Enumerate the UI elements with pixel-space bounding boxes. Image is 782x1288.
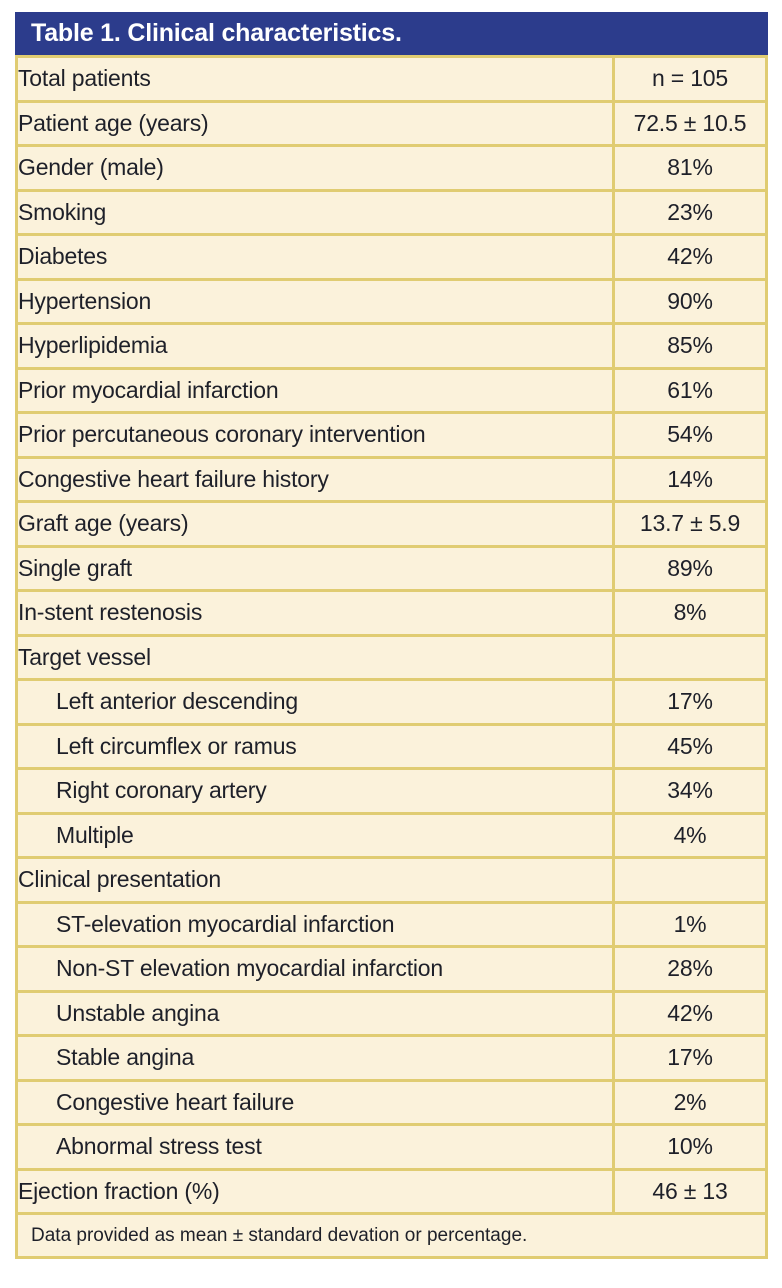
row-label: Congestive heart failure (15, 1078, 615, 1126)
table-row: Graft age (years) 13.7 ± 5.9 (15, 500, 768, 548)
table-row: Stable angina 17% (15, 1034, 768, 1082)
row-label: Right coronary artery (15, 767, 615, 815)
row-label: Diabetes (15, 233, 615, 281)
table-row: Multiple 4% (15, 811, 768, 859)
row-value: 28% (612, 945, 768, 993)
table-row: Hypertension 90% (15, 277, 768, 325)
clinical-characteristics-table: Table 1. Clinical characteristics. Total… (15, 12, 768, 1259)
table-footnote-row: Data provided as mean ± standard devatio… (15, 1212, 768, 1259)
row-label: Multiple (15, 811, 615, 859)
table-title-bar: Table 1. Clinical characteristics. (15, 12, 768, 55)
row-label: Unstable angina (15, 989, 615, 1037)
row-label: Graft age (years) (15, 500, 615, 548)
row-value: 10% (612, 1123, 768, 1171)
table-row: Non-ST elevation myocardial infarction 28… (15, 945, 768, 993)
row-label: Left circumflex or ramus (15, 722, 615, 770)
row-value: 34% (612, 767, 768, 815)
row-value: 1% (612, 900, 768, 948)
row-label: Clinical presentation (15, 856, 615, 904)
row-value: 85% (612, 322, 768, 370)
row-label: Congestive heart failure history (15, 455, 615, 503)
row-label: Hypertension (15, 277, 615, 325)
row-value: 8% (612, 589, 768, 637)
table-row: Abnormal stress test 10% (15, 1123, 768, 1171)
row-value (612, 856, 768, 904)
row-value: 42% (612, 989, 768, 1037)
row-label: Abnormal stress test (15, 1123, 615, 1171)
table-row: Single graft 89% (15, 544, 768, 592)
table-row: Prior percutaneous coronary intervention… (15, 411, 768, 459)
row-label: Total patients (15, 55, 615, 103)
row-value: 17% (612, 1034, 768, 1082)
row-label: Smoking (15, 188, 615, 236)
table-row: Left circumflex or ramus 45% (15, 722, 768, 770)
table-row: Gender (male) 81% (15, 144, 768, 192)
table-row: Prior myocardial infarction 61% (15, 366, 768, 414)
table-row: Left anterior descending 17% (15, 678, 768, 726)
table-title: Table 1. Clinical characteristics. (31, 19, 402, 47)
row-value: 61% (612, 366, 768, 414)
table-row: Ejection fraction (%) 46 ± 13 (15, 1167, 768, 1215)
row-label: Prior myocardial infarction (15, 366, 615, 414)
table-row: Congestive heart failure 2% (15, 1078, 768, 1126)
row-value: 81% (612, 144, 768, 192)
row-label: Non-ST elevation myocardial infarction (15, 945, 615, 993)
table-row: Patient age (years) 72.5 ± 10.5 (15, 99, 768, 147)
row-label: In-stent restenosis (15, 589, 615, 637)
table-row: Unstable angina 42% (15, 989, 768, 1037)
table-row: In-stent restenosis 8% (15, 589, 768, 637)
row-value: 14% (612, 455, 768, 503)
row-value: n = 105 (612, 55, 768, 103)
row-label: Stable angina (15, 1034, 615, 1082)
row-value: 42% (612, 233, 768, 281)
row-value: 45% (612, 722, 768, 770)
row-label: Prior percutaneous coronary intervention (15, 411, 615, 459)
table-footnote: Data provided as mean ± standard devatio… (15, 1212, 768, 1259)
row-label: Target vessel (15, 633, 615, 681)
row-label: Patient age (years) (15, 99, 615, 147)
table-row: Diabetes 42% (15, 233, 768, 281)
row-value: 72.5 ± 10.5 (612, 99, 768, 147)
table-row: Total patients n = 105 (15, 55, 768, 103)
row-value (612, 633, 768, 681)
row-value: 46 ± 13 (612, 1167, 768, 1215)
table-row: Smoking 23% (15, 188, 768, 236)
row-value: 90% (612, 277, 768, 325)
row-label: Single graft (15, 544, 615, 592)
table-row: Hyperlipidemia 85% (15, 322, 768, 370)
row-value: 4% (612, 811, 768, 859)
row-value: 13.7 ± 5.9 (612, 500, 768, 548)
row-label: Gender (male) (15, 144, 615, 192)
row-value: 17% (612, 678, 768, 726)
row-value: 2% (612, 1078, 768, 1126)
row-value: 89% (612, 544, 768, 592)
table-row: Congestive heart failure history 14% (15, 455, 768, 503)
table-row: ST-elevation myocardial infarction 1% (15, 900, 768, 948)
row-label: ST-elevation myocardial infarction (15, 900, 615, 948)
row-value: 23% (612, 188, 768, 236)
row-label: Ejection fraction (%) (15, 1167, 615, 1215)
table-row: Right coronary artery 34% (15, 767, 768, 815)
table-row: Target vessel (15, 633, 768, 681)
table-body: Total patients n = 105 Patient age (years)… (15, 55, 768, 1259)
table-row: Clinical presentation (15, 856, 768, 904)
row-value: 54% (612, 411, 768, 459)
row-label: Left anterior descending (15, 678, 615, 726)
row-label: Hyperlipidemia (15, 322, 615, 370)
